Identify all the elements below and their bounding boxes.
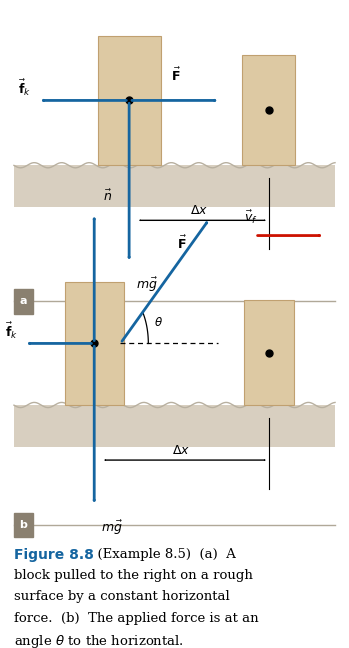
Text: $\Delta x$: $\Delta x$ (190, 204, 208, 217)
Text: a: a (20, 296, 27, 307)
Bar (244, 301, 294, 405)
Bar (14, 513, 33, 537)
Bar (98, 36, 161, 165)
Text: $\vec{\mathbf{F}}$: $\vec{\mathbf{F}}$ (171, 67, 181, 84)
Text: angle $\theta$ to the horizontal.: angle $\theta$ to the horizontal. (14, 633, 184, 648)
Text: $\vec{\mathbf{f}}_k$: $\vec{\mathbf{f}}_k$ (18, 77, 31, 98)
Text: block pulled to the right on a rough: block pulled to the right on a rough (14, 569, 253, 582)
Bar (242, 55, 295, 165)
Bar (14, 165, 335, 207)
Text: surface by a constant horizontal: surface by a constant horizontal (14, 590, 230, 603)
Text: Figure 8.8: Figure 8.8 (14, 548, 94, 562)
Text: $\vec{n}$: $\vec{n}$ (103, 189, 112, 204)
Text: $\Delta x$: $\Delta x$ (172, 444, 191, 457)
Text: $\vec{\mathbf{F}}$: $\vec{\mathbf{F}}$ (177, 235, 187, 252)
Bar (65, 282, 124, 405)
Text: $\theta$: $\theta$ (154, 316, 163, 329)
Text: $m\vec{g}$: $m\vec{g}$ (101, 518, 123, 537)
Text: b: b (20, 520, 28, 530)
Text: (Example 8.5)  (a)  A: (Example 8.5) (a) A (89, 548, 236, 561)
Text: force.  (b)  The applied force is at an: force. (b) The applied force is at an (14, 612, 259, 625)
Text: $\vec{\mathbf{f}}_k$: $\vec{\mathbf{f}}_k$ (5, 320, 17, 341)
Bar (14, 405, 335, 447)
Bar (14, 289, 33, 314)
Text: $\vec{v}_f$: $\vec{v}_f$ (244, 209, 258, 226)
Text: $m\vec{g}$: $m\vec{g}$ (136, 275, 158, 294)
